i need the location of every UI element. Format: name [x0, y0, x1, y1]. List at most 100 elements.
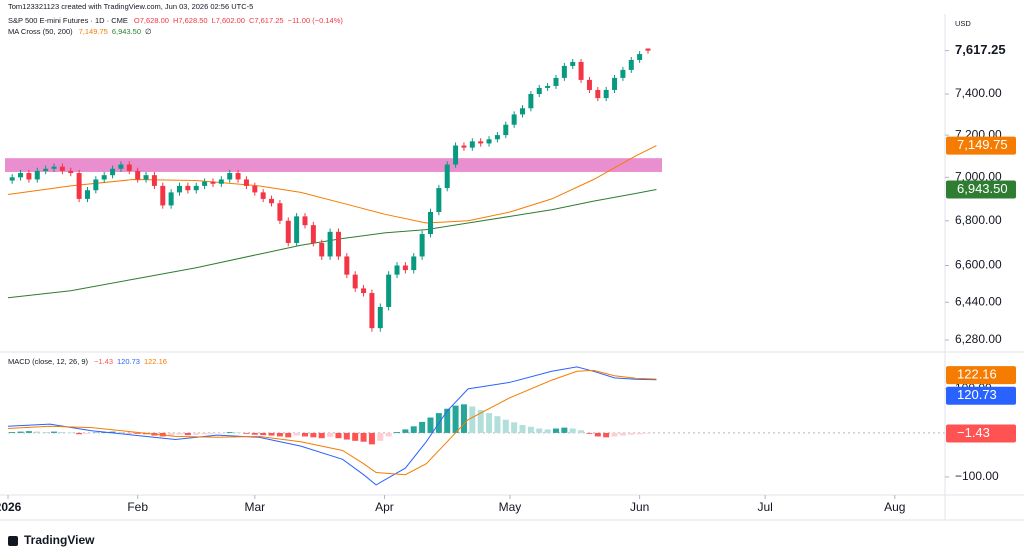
histogram-bar: [134, 432, 141, 434]
price-badge: [946, 180, 1016, 199]
candle-body: [394, 265, 400, 275]
histogram-bar: [276, 432, 283, 437]
histogram-bar: [17, 431, 24, 433]
candle-body: [628, 59, 634, 70]
candle-body: [344, 256, 350, 275]
candle-body: [302, 216, 308, 226]
credit: Tom123321123 created with TradingView.co…: [8, 2, 253, 11]
histogram-bar: [318, 432, 325, 439]
histogram-bar: [301, 432, 308, 437]
candle-body: [9, 177, 15, 181]
histogram-bar: [636, 432, 643, 435]
histogram-bar: [427, 417, 434, 433]
histogram-bar: [251, 432, 258, 435]
candle-body: [269, 198, 275, 204]
candle-body: [26, 173, 32, 180]
histogram-bar: [578, 430, 585, 433]
histogram-bar: [226, 432, 233, 433]
price-zone: [5, 158, 662, 172]
histogram-bar: [285, 432, 292, 438]
candle-body: [327, 231, 333, 257]
candle-body: [135, 170, 141, 180]
histogram-bar: [544, 429, 551, 433]
candle-body: [193, 185, 199, 191]
candle-body: [511, 114, 517, 125]
candle-body: [411, 256, 417, 271]
x-tick-label: Apr: [375, 500, 394, 514]
candle-body: [227, 173, 233, 180]
candle-body: [503, 124, 509, 136]
candle-body: [402, 265, 408, 271]
histogram-bar: [260, 432, 267, 436]
histogram-bar: [42, 432, 49, 433]
histogram-bar: [193, 432, 200, 435]
histogram-bar: [561, 427, 568, 433]
histogram-bar: [360, 432, 367, 442]
candle-body: [59, 166, 65, 171]
candle-body: [486, 139, 492, 144]
ohlc-legend: O7,628.00 H7,628.50 L7,602.00 C7,617.25 −11.…: [134, 16, 343, 25]
x-tick-label: Feb: [127, 500, 148, 514]
candle-body: [494, 135, 500, 140]
candle-body: [277, 203, 283, 221]
ohlc-value: −11.00 (−0.14%): [288, 16, 344, 25]
y-tick-label: 6,800.00: [955, 213, 1002, 227]
candle-body: [202, 181, 208, 186]
candle-body: [34, 170, 40, 180]
histogram-bar: [527, 426, 534, 433]
x-tick-label: May: [499, 500, 522, 514]
ohlc-value: L7,602.00: [212, 16, 245, 25]
badge-label: 7,149.75: [957, 137, 1008, 152]
histogram-bar: [628, 432, 635, 435]
logo-icon: [8, 536, 18, 546]
candle-body: [118, 164, 124, 169]
histogram-bar: [410, 426, 417, 433]
candle-body: [151, 175, 157, 186]
histogram-bar: [460, 404, 467, 433]
candle-body: [177, 185, 183, 193]
histogram-bar: [469, 406, 476, 433]
candle-body: [210, 181, 216, 184]
candle-body: [369, 293, 375, 329]
candle-body: [444, 164, 450, 189]
indicator-name: MA Cross (50, 200): [8, 27, 73, 36]
indicator-value: 6,943.50: [112, 27, 141, 36]
candle-body: [478, 141, 484, 144]
histogram-bar: [76, 432, 83, 435]
histogram-bar: [34, 431, 41, 433]
logo-text: TradingView: [24, 533, 95, 547]
histogram-bar: [368, 432, 375, 445]
price-badge: [946, 366, 1016, 385]
plot-layer: [5, 48, 945, 486]
x-tick-label: Jun: [630, 500, 649, 514]
candle-body: [18, 173, 24, 178]
candle-body: [570, 61, 576, 66]
candle-body: [352, 274, 358, 289]
moving-average: [7, 189, 657, 299]
y-tick-label: 7,000.00: [955, 169, 1002, 183]
histogram-bar: [25, 431, 32, 433]
candle-body: [453, 145, 459, 165]
histogram-bar: [352, 432, 359, 441]
candle-body: [645, 48, 651, 51]
histogram-bar: [168, 432, 175, 436]
histogram-bar: [59, 432, 66, 433]
histogram-bar: [209, 432, 216, 434]
candle-body: [168, 192, 174, 206]
y-tick-label: 7,400.00: [955, 86, 1002, 100]
histogram-bar: [201, 432, 208, 435]
histogram-bar: [502, 419, 509, 433]
candle-body: [620, 69, 626, 78]
candle-body: [419, 234, 425, 257]
candle-body: [603, 89, 609, 99]
price-badge: [946, 386, 1016, 405]
histogram-bar: [611, 432, 618, 437]
candle-body: [361, 288, 367, 294]
ohlc-value: H7,628.50: [173, 16, 208, 25]
histogram-bar: [586, 432, 593, 434]
histogram-bar: [327, 432, 334, 437]
candle-body: [319, 242, 325, 257]
candle-body: [427, 211, 433, 235]
candle-body: [528, 94, 534, 109]
macd-value: −1.43: [94, 357, 113, 366]
